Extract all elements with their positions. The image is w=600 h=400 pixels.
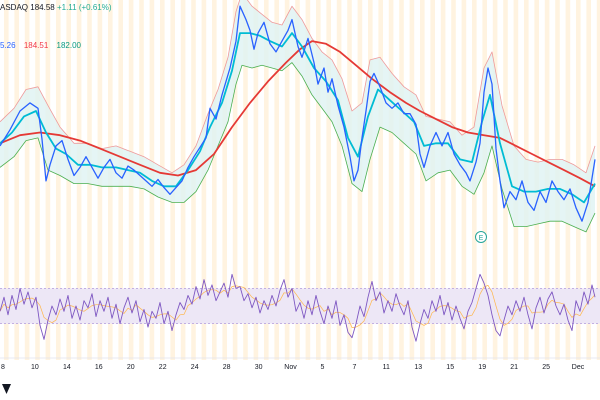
x-tick-label: 13 <box>414 364 422 371</box>
session-stripe <box>399 0 404 360</box>
x-tick-label: 25 <box>542 364 550 371</box>
indicator-value: 182.00 <box>56 41 81 50</box>
session-stripe <box>378 0 383 360</box>
indicator-value: 184.51 <box>23 41 49 50</box>
session-stripe <box>347 0 352 360</box>
session-stripe <box>409 0 415 360</box>
oscillator-band-fill <box>0 288 600 324</box>
session-stripe <box>368 0 373 360</box>
earnings-marker-circle <box>475 231 487 243</box>
session-stripe <box>14 0 19 360</box>
oscillator-line <box>0 273 596 342</box>
chart-series <box>0 0 596 342</box>
x-tick-label: Nov <box>284 364 297 371</box>
header-close: 184.58 <box>30 3 55 12</box>
session-stripe <box>336 0 342 360</box>
x-tick-label: 5 <box>320 364 324 371</box>
session-stripe <box>24 0 30 360</box>
session-stripe <box>326 0 331 360</box>
session-stripe <box>35 0 40 360</box>
session-stripe <box>284 0 290 360</box>
x-tick-label: 28 <box>223 364 231 371</box>
earnings-marker-label: E <box>479 235 484 242</box>
session-stripe <box>305 0 311 360</box>
session-stripe <box>295 0 300 360</box>
session-stripe <box>430 0 435 360</box>
session-stripe <box>420 0 425 360</box>
session-stripe <box>222 0 227 360</box>
session-stripe <box>316 0 321 360</box>
x-tick-label: 16 <box>95 364 103 371</box>
session-stripe <box>388 0 394 360</box>
session-stripe <box>56 0 61 360</box>
session-stripe <box>274 0 279 360</box>
header-change: +1.11 (+0.61%) <box>56 3 112 12</box>
x-tick-label: 15 <box>446 364 454 371</box>
x-tick-label: 21 <box>510 364 518 371</box>
band-fill <box>0 0 595 232</box>
symbol-header: ASDAQ 184.58 +1.11 (+0.61%) <box>0 3 112 12</box>
x-tick-label: 24 <box>191 364 199 371</box>
x-tick-label: 10 <box>31 364 39 371</box>
tradingview-logo-icon <box>2 384 11 394</box>
oscillator-band <box>0 288 600 324</box>
band-upper-line <box>0 0 596 174</box>
indicator-value: 5.26 <box>0 41 16 50</box>
session-stripe <box>4 0 9 360</box>
session-stripe <box>492 0 498 360</box>
x-tick-label: 22 <box>159 364 167 371</box>
x-tick-label: 20 <box>127 364 135 371</box>
session-stripe <box>201 0 207 360</box>
session-stripe <box>212 0 217 360</box>
indicator-legend: 5.26 184.51 182.00 <box>0 41 87 50</box>
x-tick-label: 14 <box>63 364 71 371</box>
x-tick-label: 30 <box>255 364 263 371</box>
x-tick-label: Dec <box>572 364 585 371</box>
session-stripe <box>596 0 600 360</box>
session-stripe <box>232 0 238 360</box>
x-tick-label: 19 <box>478 364 486 371</box>
x-tick-label: 8 <box>1 364 5 371</box>
session-stripe <box>253 0 259 360</box>
x-tick-label: 7 <box>352 364 356 371</box>
session-stripe <box>451 0 456 360</box>
session-stripe <box>440 0 446 360</box>
ma-long-line <box>0 40 596 188</box>
session-stripe <box>45 0 51 360</box>
x-tick-label: 11 <box>383 364 390 371</box>
band-lower-line <box>0 62 596 233</box>
session-stripe <box>482 0 487 360</box>
session-stripe <box>264 0 269 360</box>
header-symbol: ASDAQ <box>0 3 29 12</box>
x-axis: 8 10 14 16 20 22 24 28 30 Nov 5 7 11 13 15 19 21 25 Dec <box>0 357 600 371</box>
price-line <box>0 5 596 222</box>
earnings-marker[interactable]: E <box>475 231 487 243</box>
session-stripe <box>243 0 248 360</box>
